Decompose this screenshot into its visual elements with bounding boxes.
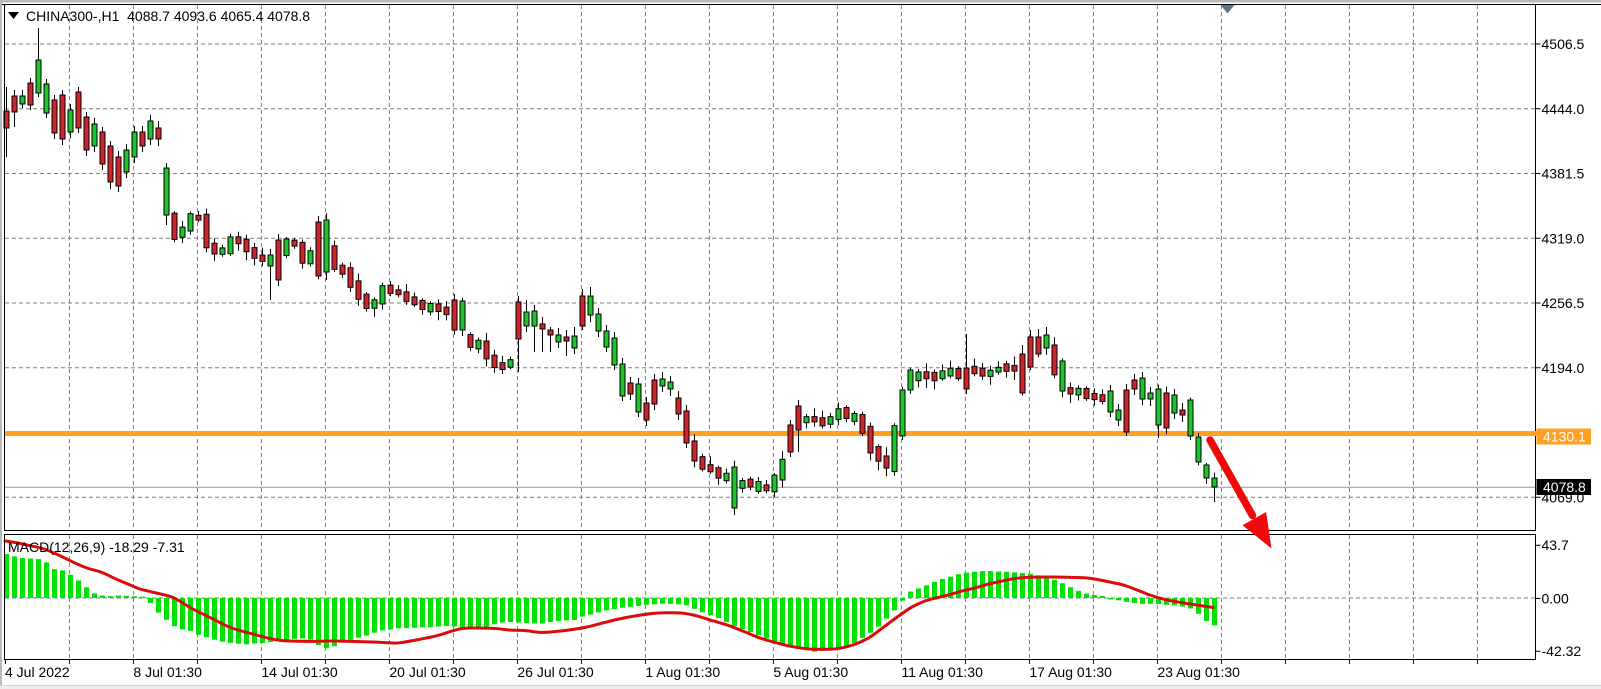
- svg-text:5 Aug 01:30: 5 Aug 01:30: [773, 664, 848, 680]
- svg-text:20 Jul 01:30: 20 Jul 01:30: [389, 664, 465, 680]
- svg-text:26 Jul 01:30: 26 Jul 01:30: [517, 664, 593, 680]
- svg-text:23 Aug 01:30: 23 Aug 01:30: [1157, 664, 1240, 680]
- svg-text:4078.8: 4078.8: [1543, 479, 1586, 495]
- svg-text:4130.1: 4130.1: [1543, 429, 1586, 445]
- svg-text:11 Aug 01:30: 11 Aug 01:30: [901, 664, 983, 680]
- svg-text:4 Jul 2022: 4 Jul 2022: [5, 664, 70, 680]
- svg-text:14 Jul 01:30: 14 Jul 01:30: [261, 664, 337, 680]
- svg-text:4319.0: 4319.0: [1542, 230, 1585, 246]
- svg-text:CHINA300-,H1 4088.7 4093.6 40: CHINA300-,H1 4088.7 4093.6 4065.4 4078.8: [26, 8, 310, 24]
- svg-text:8 Jul 01:30: 8 Jul 01:30: [133, 664, 202, 680]
- svg-text:1 Aug 01:30: 1 Aug 01:30: [645, 664, 720, 680]
- svg-text:4444.0: 4444.0: [1542, 101, 1585, 117]
- svg-text:4506.5: 4506.5: [1542, 36, 1585, 52]
- svg-text:43.7: 43.7: [1542, 537, 1569, 553]
- svg-text:-42.32: -42.32: [1542, 643, 1582, 659]
- svg-text:0.00: 0.00: [1542, 591, 1569, 607]
- svg-text:4194.0: 4194.0: [1542, 360, 1585, 376]
- svg-text:17 Aug 01:30: 17 Aug 01:30: [1029, 664, 1112, 680]
- svg-text:MACD(12,26,9) -18.29 -7.31: MACD(12,26,9) -18.29 -7.31: [8, 539, 185, 555]
- svg-text:4381.5: 4381.5: [1542, 166, 1585, 182]
- svg-text:4256.5: 4256.5: [1542, 295, 1585, 311]
